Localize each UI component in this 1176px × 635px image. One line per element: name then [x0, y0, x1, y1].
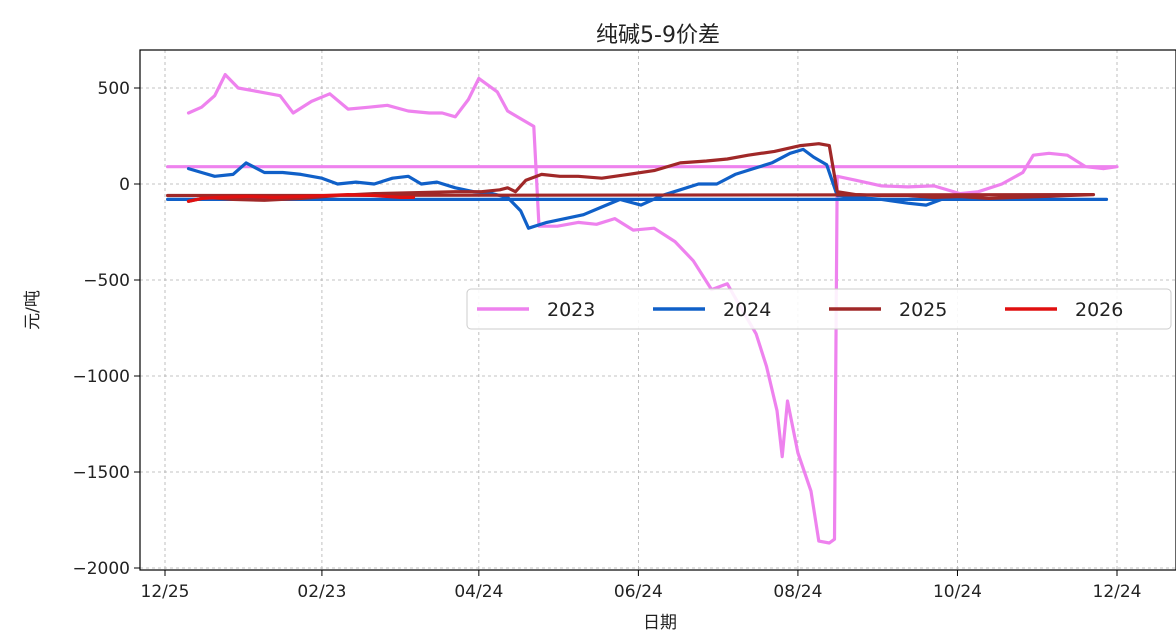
x-tick-label: 12/24 — [1093, 582, 1142, 602]
legend-label-2025: 2025 — [899, 299, 947, 321]
series-line-2026 — [186, 193, 416, 203]
y-tick-label: 500 — [98, 79, 130, 99]
y-tick-label: −1000 — [72, 367, 130, 387]
x-tick-label: 02/23 — [297, 582, 346, 602]
legend-label-2026: 2026 — [1075, 299, 1123, 321]
chart-title: 纯碱5-9价差 — [596, 23, 720, 48]
series-line-2025 — [166, 142, 1096, 203]
y-tick-label: 0 — [119, 175, 130, 195]
x-tick-label: 12/25 — [141, 582, 190, 602]
y-tick-label: −500 — [83, 271, 130, 291]
legend-box — [466, 288, 1172, 330]
y-axis-title: 元/吨 — [23, 290, 43, 330]
x-axis-title: 日期 — [643, 613, 677, 633]
x-tick-label: 10/24 — [933, 582, 982, 602]
x-tick-label: 04/24 — [454, 582, 503, 602]
series-lines — [166, 73, 1119, 545]
plot-frame — [139, 49, 1176, 571]
y-tick-label: −1500 — [72, 463, 130, 483]
legend: 2023 2024 2025 2026 — [466, 288, 1172, 330]
legend-label-2023: 2023 — [547, 299, 595, 321]
legend-label-2024: 2024 — [723, 299, 771, 321]
x-tick-label: 08/24 — [773, 582, 822, 602]
x-tick-label: 06/24 — [614, 582, 663, 602]
axis-ticks: 12/25 02/23 04/24 06/24 08/24 10/24 12/24 500 0 −… — [72, 79, 1141, 602]
series-line-2024 — [166, 147, 1109, 230]
y-tick-label: −2000 — [72, 559, 130, 579]
